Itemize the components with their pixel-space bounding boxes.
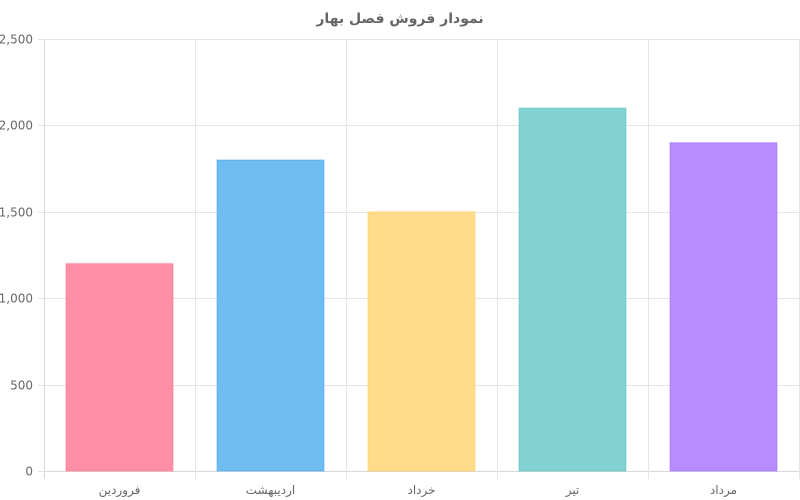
bar-3[interactable] — [367, 211, 476, 472]
bar-1[interactable] — [65, 262, 174, 472]
x-tick-label: خرداد — [407, 483, 435, 498]
x-tick-label: اردیبهشت — [246, 483, 295, 498]
x-tick-label: فروردین — [99, 483, 141, 498]
bars — [65, 107, 778, 472]
chart-title: نمودار فروش فصل بهار — [315, 11, 483, 27]
y-axis-ticks: 0 500 1,000 1,500 2,000 2,500 — [0, 33, 33, 479]
x-axis-ticks: فروردین اردیبهشت خرداد تیر مرداد — [99, 483, 737, 498]
x-tick-label: تیر — [565, 483, 580, 498]
y-tick-label: 500 — [10, 379, 33, 393]
y-tick-label: 1,000 — [0, 292, 33, 306]
bar-5[interactable] — [669, 141, 778, 472]
bar-2[interactable] — [216, 159, 325, 472]
bar-4[interactable] — [518, 107, 627, 472]
y-tick-label: 2,500 — [0, 33, 33, 47]
y-tick-label: 1,500 — [0, 206, 33, 220]
x-tick-label: مرداد — [710, 483, 737, 498]
y-tick-label: 0 — [25, 465, 33, 479]
y-tick-label: 2,000 — [0, 119, 33, 133]
